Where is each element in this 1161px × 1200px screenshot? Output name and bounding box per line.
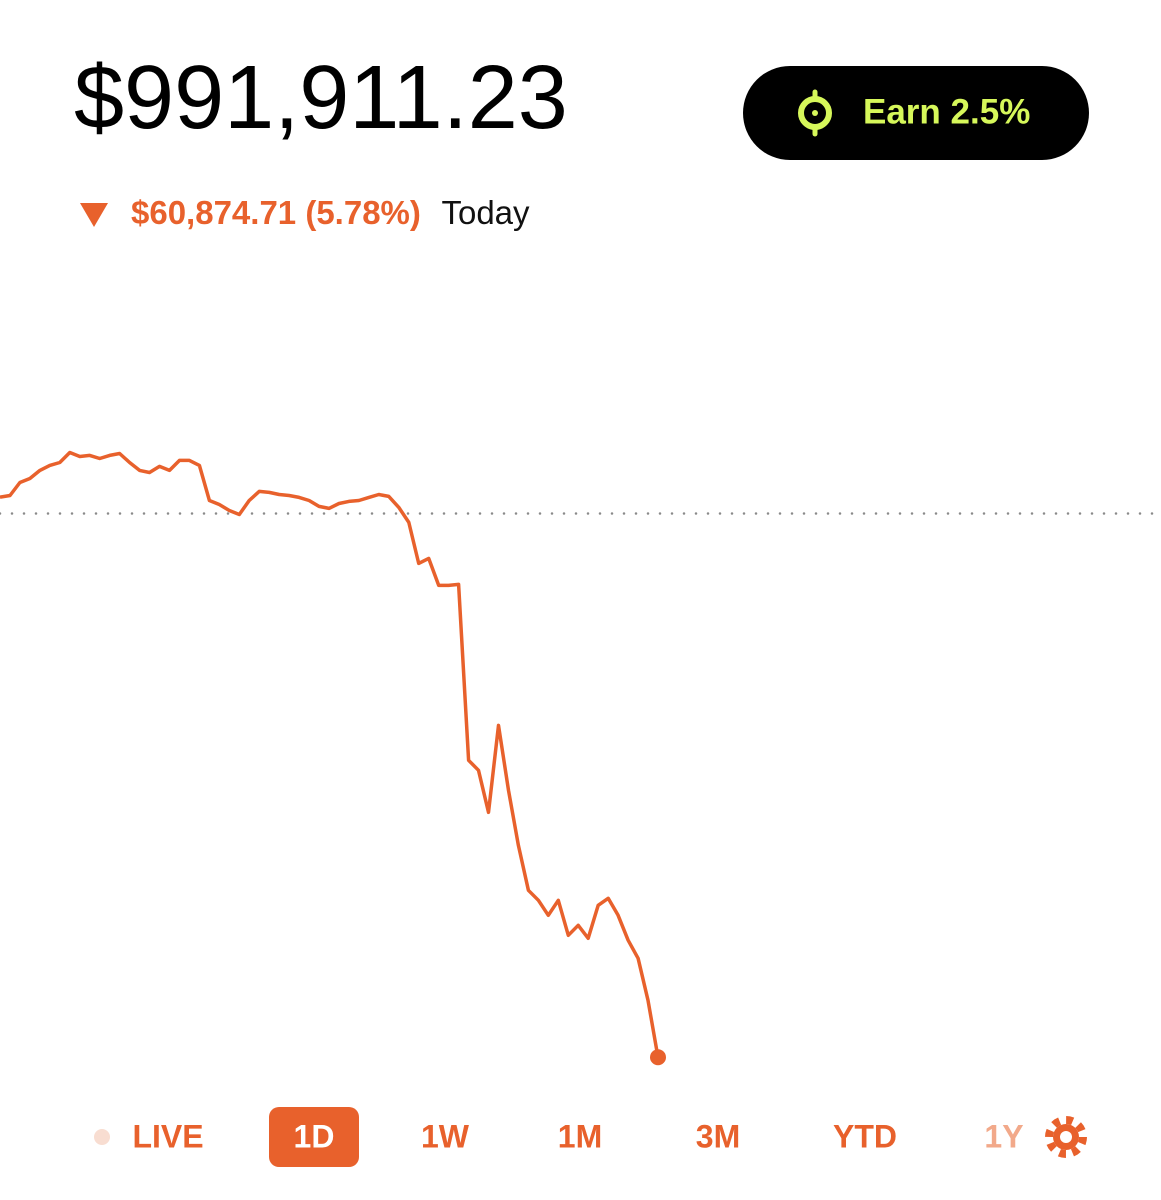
current-point: [650, 1049, 666, 1066]
earn-button[interactable]: Earn 2.5%: [743, 66, 1089, 160]
range-tabs: LIVE 1D 1W 1M 3M YTD 1Y: [94, 1107, 1087, 1167]
range-tab[interactable]: 1Y: [984, 1118, 1023, 1154]
balance: $991,911.23: [74, 48, 568, 148]
down-arrow: [80, 203, 108, 227]
range-tab[interactable]: 3M: [696, 1118, 740, 1154]
earn-label[interactable]: Earn 2.5%: [863, 92, 1030, 131]
settings-button[interactable]: [1045, 1116, 1087, 1158]
price-line: [0, 450, 660, 1058]
gear-teeth[interactable]: [1045, 1116, 1087, 1158]
active-tab-bg[interactable]: [269, 1107, 359, 1167]
range-tab[interactable]: YTD: [833, 1118, 897, 1154]
change-amount: $60,874.71 (5.78%): [131, 194, 421, 231]
range-tab[interactable]: 1D: [294, 1118, 335, 1154]
chart: [0, 450, 1161, 1066]
range-tab[interactable]: 1M: [558, 1118, 602, 1154]
change-row: $60,874.71 (5.78%) Today: [131, 194, 530, 231]
gear-hole[interactable]: [1060, 1131, 1072, 1143]
crypto-icon: [798, 89, 832, 137]
live-dot: [94, 1129, 110, 1145]
range-tab[interactable]: 1W: [421, 1118, 470, 1154]
range-tab[interactable]: LIVE: [132, 1118, 203, 1154]
earn-button-bg[interactable]: [743, 66, 1089, 160]
change-period: Today: [441, 194, 530, 231]
